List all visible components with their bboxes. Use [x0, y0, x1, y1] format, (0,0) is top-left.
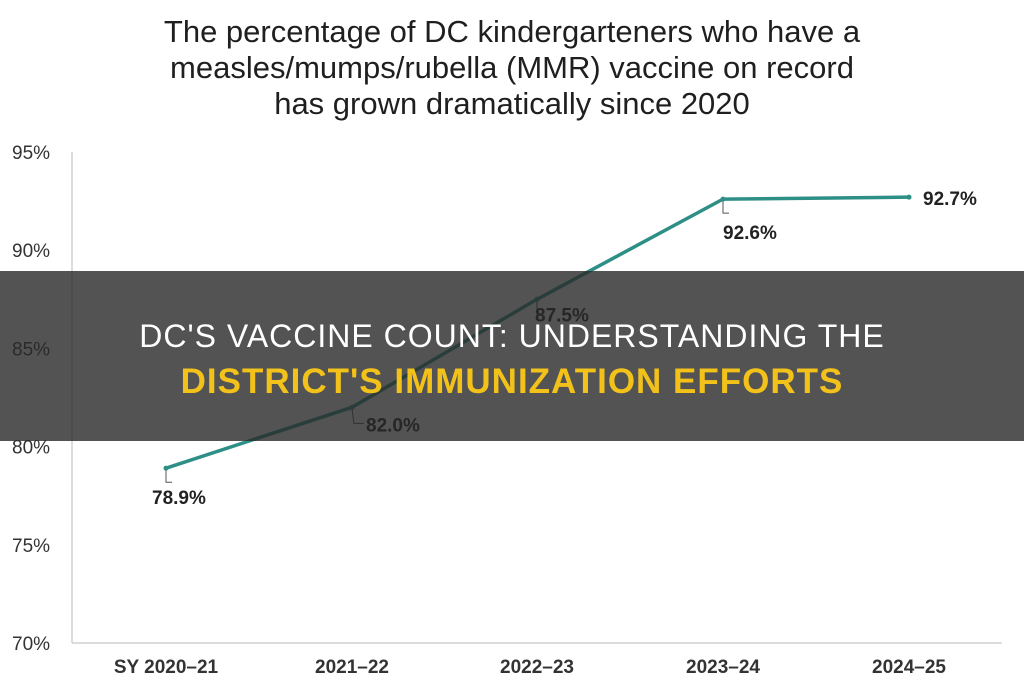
- chart-title: The percentage of DC kindergarteners who…: [0, 14, 1024, 122]
- data-label-leader: [165, 470, 172, 483]
- chart-title-line-2: measles/mumps/rubella (MMR) vaccine on r…: [170, 50, 854, 85]
- data-label-leader: [722, 201, 729, 214]
- y-tick-label: 90%: [12, 241, 50, 262]
- data-label: 78.9%: [152, 488, 206, 509]
- caption-line-2: DISTRICT'S IMMUNIZATION EFFORTS: [180, 362, 844, 401]
- chart-title-line-3: has grown dramatically since 2020: [274, 86, 750, 121]
- series-line-segment: [721, 195, 911, 201]
- x-tick-label: 2021–22: [315, 657, 389, 678]
- x-tick-label: 2022–23: [500, 657, 574, 678]
- x-tick-label: 2023–24: [686, 657, 760, 678]
- data-label: 92.6%: [723, 223, 777, 244]
- data-point: [163, 465, 169, 471]
- y-tick-label: 75%: [12, 536, 50, 557]
- caption-banner: [0, 271, 1024, 441]
- data-label: 92.7%: [923, 189, 977, 210]
- x-tick-label: SY 2020–21: [114, 657, 219, 678]
- y-tick-label: 80%: [12, 438, 50, 459]
- data-point: [906, 194, 912, 200]
- axes: 70%75%80%85%90%95%SY 2020–212021–222022–…: [12, 143, 1002, 678]
- x-tick-label: 2024–25: [872, 657, 946, 678]
- y-tick-label: 95%: [12, 143, 50, 164]
- data-point: [720, 196, 726, 202]
- chart-title-line-1: The percentage of DC kindergarteners who…: [163, 14, 861, 49]
- y-tick-label: 70%: [12, 634, 50, 655]
- caption-line-1: DC'S VACCINE COUNT: UNDERSTANDING THE: [139, 318, 885, 354]
